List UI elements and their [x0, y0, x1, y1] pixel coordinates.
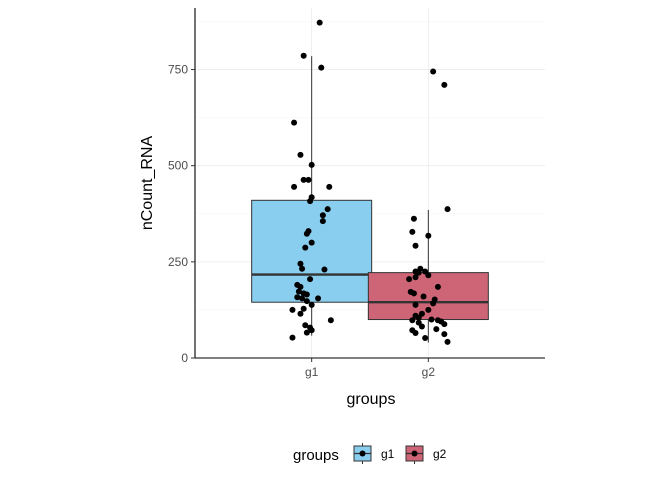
legend-label-g1: g1 [381, 447, 395, 461]
data-point [297, 151, 304, 158]
data-point [425, 232, 432, 239]
data-point [430, 300, 437, 307]
data-point [289, 334, 296, 341]
data-point [420, 293, 427, 300]
legend-keys: g1 g2 [353, 443, 447, 464]
data-point [295, 288, 302, 295]
data-point [318, 64, 325, 71]
axes [194, 8, 545, 359]
data-point [303, 329, 310, 336]
data-point [327, 317, 334, 324]
x-tick-label: g1 [305, 365, 319, 379]
data-point [294, 294, 301, 301]
data-point [422, 335, 429, 341]
data-point [315, 295, 322, 302]
data-point [299, 295, 306, 302]
y-tick-label: 750 [168, 63, 188, 77]
data-point [409, 228, 416, 235]
x-tick-label: g2 [422, 365, 436, 379]
data-point [307, 276, 314, 283]
data-point [415, 269, 422, 276]
data-point [302, 244, 309, 251]
y-tick-label: 250 [168, 255, 188, 269]
y-tick-label: 0 [181, 351, 188, 365]
data-point [300, 305, 307, 312]
points [289, 19, 451, 345]
data-point [305, 176, 312, 183]
data-point [415, 314, 422, 321]
legend-key-point [359, 450, 366, 457]
data-point [319, 218, 326, 225]
data-point [410, 290, 417, 297]
data-point [303, 291, 310, 298]
data-point [297, 260, 304, 267]
data-point [303, 230, 310, 237]
data-point [291, 119, 298, 126]
data-point [412, 274, 419, 281]
data-point [319, 212, 326, 219]
data-point [300, 176, 307, 183]
data-point [326, 183, 333, 190]
ticks: 0 250 500 750 g1 g2 [168, 63, 435, 379]
data-point [412, 330, 419, 336]
data-point [410, 215, 417, 222]
data-point [316, 19, 323, 26]
data-point [308, 161, 315, 168]
legend: groups g1 g2 [293, 443, 447, 464]
data-point [425, 306, 432, 313]
legend-label-g2: g2 [433, 447, 447, 461]
box-g1 [251, 199, 373, 303]
data-point [308, 239, 315, 246]
data-point [299, 265, 306, 272]
data-point [300, 52, 307, 59]
data-point [441, 321, 448, 328]
data-point [444, 206, 451, 213]
legend-title: groups [293, 447, 339, 464]
y-tick-label: 500 [168, 159, 188, 173]
data-point [425, 272, 432, 279]
y-axis-title: nCount_RNA [139, 136, 156, 231]
data-point [324, 206, 331, 213]
data-point [297, 310, 304, 317]
boxes [251, 56, 489, 343]
data-point [434, 283, 441, 290]
data-point [406, 276, 413, 283]
data-point [412, 301, 419, 308]
x-axis-title: groups [347, 391, 396, 408]
data-point [297, 283, 304, 290]
data-point [307, 198, 314, 205]
data-point [441, 331, 448, 338]
data-point [289, 306, 296, 313]
data-point [444, 338, 451, 345]
data-point [433, 326, 440, 333]
data-point [441, 81, 448, 88]
data-point [303, 298, 310, 305]
data-point [308, 301, 315, 308]
data-point [321, 266, 328, 273]
data-point [412, 242, 419, 249]
data-point [430, 68, 437, 75]
data-point [409, 317, 416, 324]
data-point [308, 327, 315, 334]
data-point [302, 322, 309, 329]
data-point [428, 316, 435, 323]
data-point [418, 323, 425, 330]
legend-key-point [411, 450, 418, 457]
data-point [291, 183, 298, 190]
